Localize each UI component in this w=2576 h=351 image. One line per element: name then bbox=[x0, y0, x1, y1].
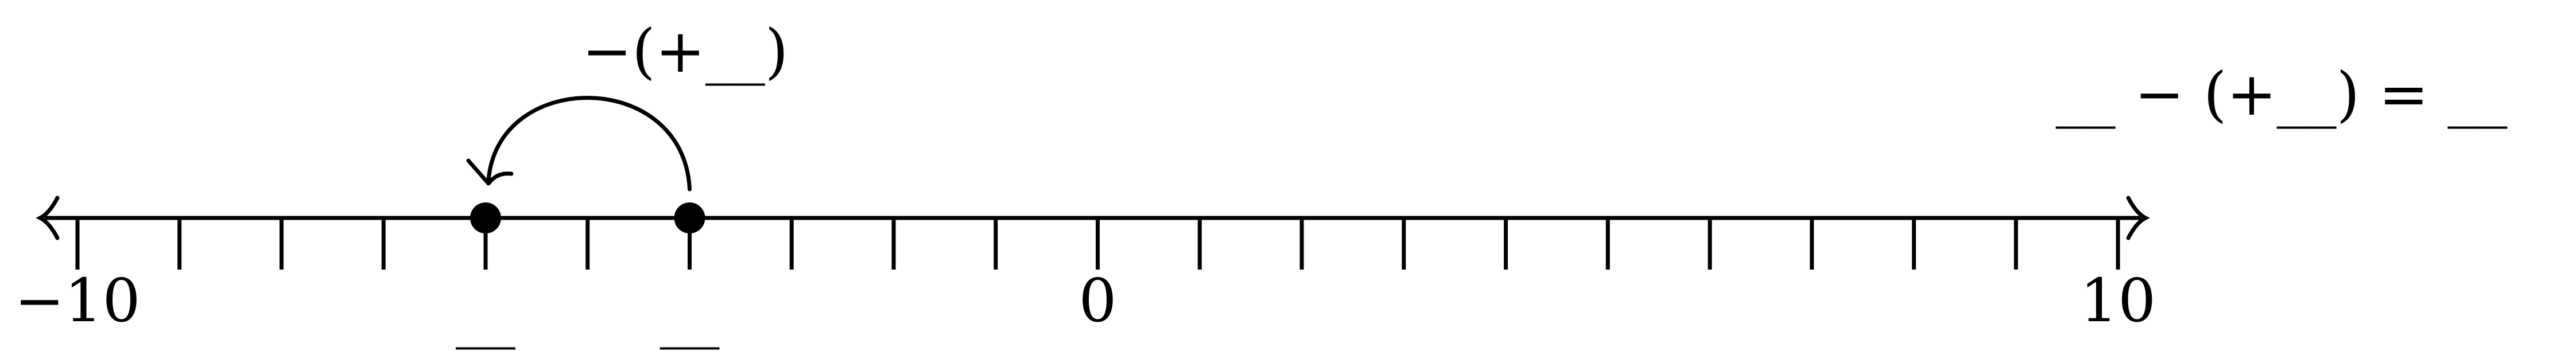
jump-label: −(+__) bbox=[582, 16, 788, 86]
jump-arc bbox=[486, 96, 692, 192]
tick-label: 10 bbox=[2080, 266, 2156, 336]
point-labels: __ __ bbox=[456, 280, 720, 350]
tick-label: −10 bbox=[14, 266, 140, 336]
points bbox=[470, 202, 705, 233]
tick-labels: −10 0 10 bbox=[14, 266, 2156, 336]
left-arrow-head bbox=[36, 196, 60, 240]
point-marker bbox=[674, 202, 705, 233]
point-label: __ bbox=[456, 280, 515, 350]
point-marker bbox=[470, 202, 501, 233]
tick-marks bbox=[75, 218, 2120, 270]
tick-label: 0 bbox=[1078, 266, 1116, 336]
jump-arrow-head bbox=[466, 158, 514, 186]
equation: __ − (+__) = __ bbox=[2056, 59, 2508, 129]
right-arrow-head bbox=[2126, 196, 2150, 240]
point-label: __ bbox=[660, 280, 720, 350]
